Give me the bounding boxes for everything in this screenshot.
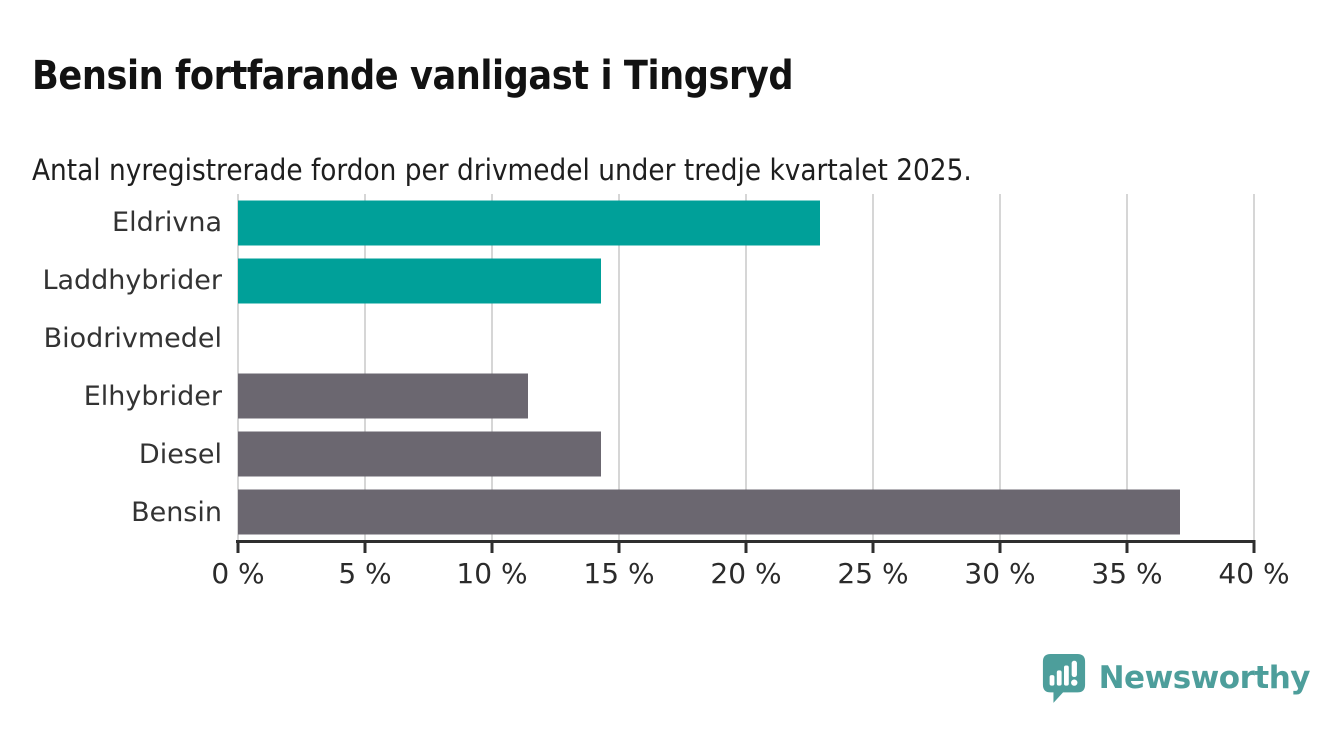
gridline — [1253, 194, 1255, 541]
logo-exclamation-dot — [1070, 679, 1078, 686]
axis-tick-label: 40 % — [1218, 557, 1290, 590]
axis-tick-label: 0 % — [211, 557, 265, 590]
chart-subtitle: Antal nyregistrerade fordon per drivmede… — [32, 153, 972, 187]
newsworthy-logo[interactable]: Newsworthy — [1041, 652, 1311, 704]
logo-mini-bar-medium — [1056, 670, 1062, 686]
gridline — [872, 194, 874, 541]
category-label: Eldrivna — [112, 207, 222, 239]
axis-tick-label: 5 % — [338, 557, 392, 590]
axis-tick — [998, 540, 1002, 553]
bar-track — [238, 367, 1254, 425]
gridline — [364, 194, 366, 541]
axis-tick-label: 10 % — [456, 557, 528, 590]
logo-mini-bar-tall — [1063, 665, 1069, 686]
category-label: Bensin — [131, 496, 222, 528]
category-label: Diesel — [138, 438, 222, 470]
axis-tick — [1125, 540, 1129, 553]
axis-tick — [236, 540, 240, 553]
bar-track — [238, 483, 1254, 541]
axis-tick-label: 30 % — [964, 557, 1036, 590]
bar — [238, 258, 602, 304]
gridline — [745, 194, 747, 541]
bar — [238, 200, 820, 246]
gridline — [491, 194, 493, 541]
gridline — [237, 194, 239, 541]
axis-tick — [490, 540, 494, 553]
bar-track — [238, 310, 1254, 368]
bar-track — [238, 194, 1254, 252]
plot-area — [237, 194, 1255, 541]
chart-title: Bensin fortfarande vanligast i Tingsryd — [32, 52, 794, 99]
axis-tick — [1252, 540, 1256, 553]
category-label: Biodrivmedel — [43, 323, 222, 355]
gridlines-layer — [237, 194, 1255, 541]
axis-tick — [871, 540, 875, 553]
axis-tick-label: 35 % — [1091, 557, 1163, 590]
logo-exclamation-stem — [1071, 660, 1077, 678]
axis-tick — [744, 540, 748, 553]
category-label: Elhybrider — [83, 380, 222, 412]
axis-tick-label: 25 % — [837, 557, 909, 590]
x-axis-ticks: 0 % 5 % 10 % 15 % 20 % 25 % 30 % 35 % 40 % — [211, 540, 1290, 590]
bar — [238, 431, 602, 477]
axis-tick — [617, 540, 621, 553]
newsworthy-logo-icon — [1042, 654, 1085, 703]
logo-mini-bar-short — [1049, 675, 1055, 686]
gridline — [618, 194, 620, 541]
axis-tick-label: 20 % — [710, 557, 782, 590]
bar — [238, 373, 528, 419]
category-label: Laddhybrider — [42, 265, 222, 297]
gridline — [999, 194, 1001, 541]
axis-tick-label: 15 % — [583, 557, 655, 590]
gridline — [1126, 194, 1128, 541]
bars-layer — [238, 194, 1254, 541]
axis-tick — [363, 540, 367, 553]
y-axis-category-labels: Eldrivna Laddhybrider Biodrivmedel Elhybrid… — [0, 194, 222, 541]
bar-track — [238, 252, 1254, 310]
newsworthy-wordmark: Newsworthy — [1098, 660, 1311, 696]
bar — [238, 489, 1181, 535]
bar-track — [238, 425, 1254, 483]
